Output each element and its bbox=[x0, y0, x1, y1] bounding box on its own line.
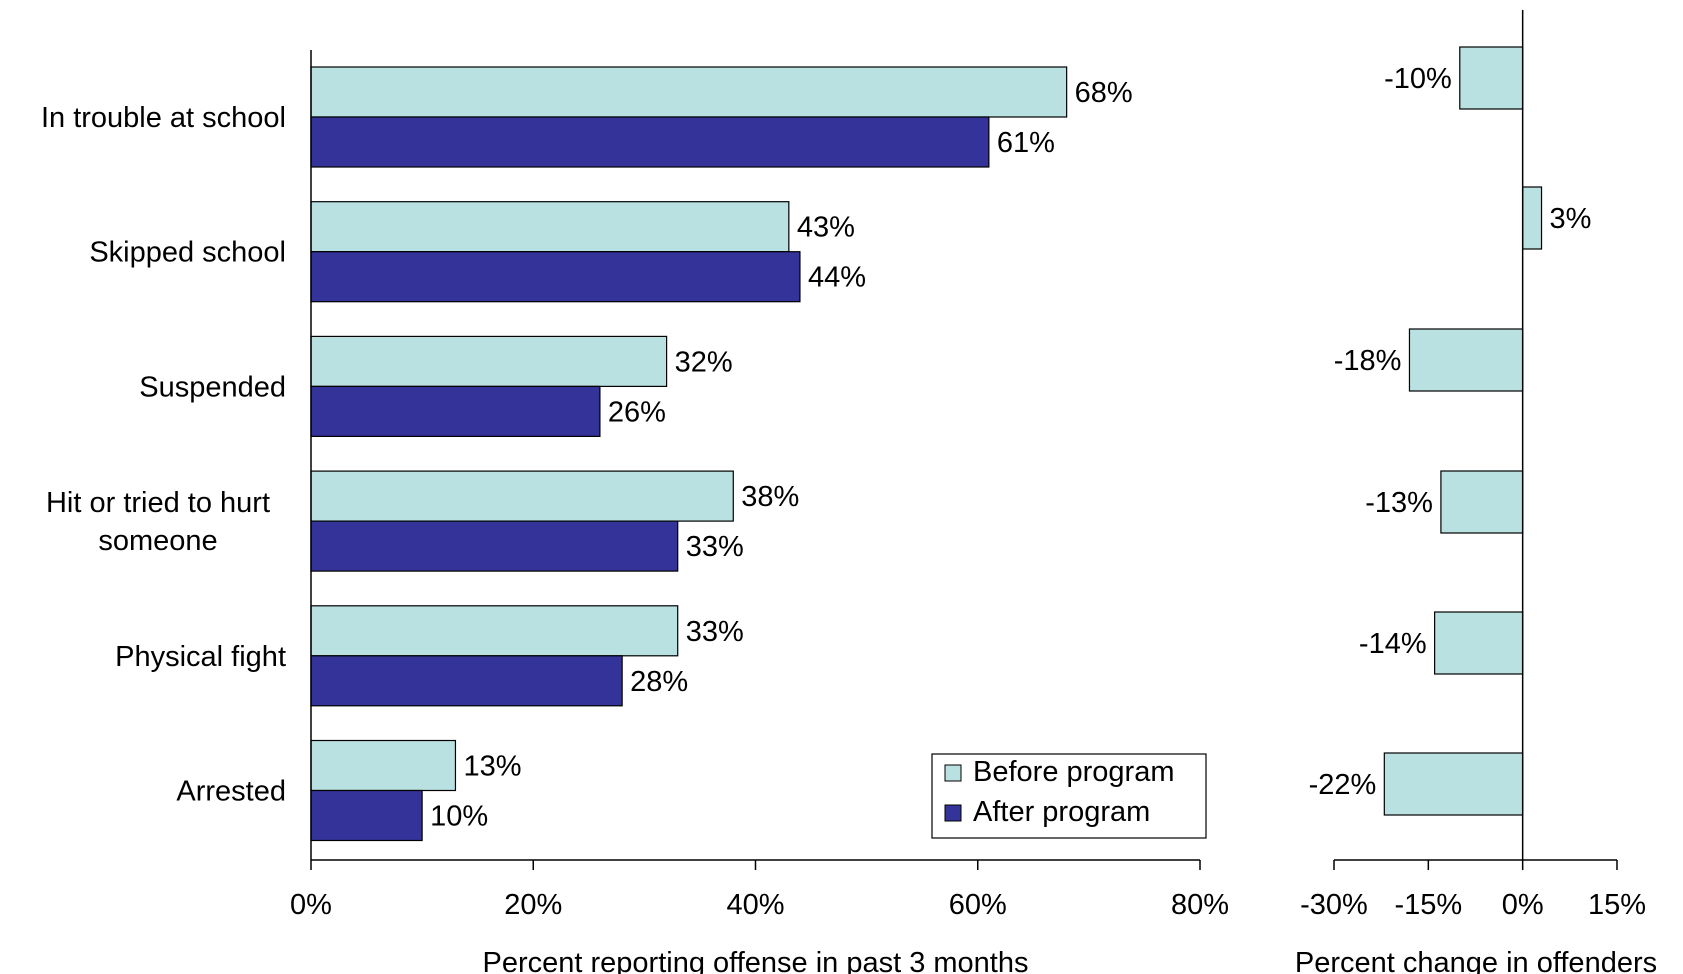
bar-value-label: 43% bbox=[797, 212, 855, 244]
bar-value-label: 10% bbox=[430, 801, 488, 833]
bar-value-label: 28% bbox=[630, 666, 688, 698]
bar-before bbox=[310, 335, 668, 387]
bar-after bbox=[310, 789, 423, 842]
bar-after bbox=[310, 385, 601, 437]
legend: Before program After program bbox=[931, 753, 1207, 839]
bar-value-label: 13% bbox=[463, 751, 521, 783]
change-x-axis-title: Percent change in offenders bbox=[1295, 947, 1657, 974]
change-bar bbox=[1459, 46, 1524, 110]
change-value-label: 3% bbox=[1550, 203, 1592, 235]
bar-before bbox=[310, 201, 790, 253]
legend-label: After program bbox=[973, 796, 1150, 828]
bar-value-label: 32% bbox=[675, 346, 733, 378]
bar-before bbox=[310, 605, 679, 657]
change-bar bbox=[1522, 186, 1543, 250]
category-label: Physical fight bbox=[115, 641, 286, 673]
category-label: Arrested bbox=[176, 776, 286, 808]
bar-before bbox=[310, 470, 734, 522]
legend-swatch bbox=[944, 804, 962, 822]
x-tick-label: 20% bbox=[504, 889, 562, 921]
x-tick-label: 80% bbox=[1171, 889, 1229, 921]
x-axis-title: Percent reporting offense in past 3 mont… bbox=[483, 947, 1029, 974]
change-x-tick-label: 15% bbox=[1588, 889, 1646, 921]
change-value-label: -13% bbox=[1365, 487, 1433, 519]
x-tick-label: 0% bbox=[290, 889, 332, 921]
change-x-tick-label: -30% bbox=[1300, 889, 1368, 921]
x-tick-label: 60% bbox=[949, 889, 1007, 921]
category-label: In trouble at school bbox=[41, 102, 286, 134]
change-bar bbox=[1434, 611, 1524, 675]
main-chart: 68% 43% 32% 38% 33% 13% 61% 44% 26% 33% 28% 10% In t… bbox=[41, 50, 1229, 974]
bar-after bbox=[310, 251, 801, 303]
bar-value-label: 61% bbox=[997, 127, 1055, 159]
bar-before bbox=[310, 66, 1068, 118]
category-label: Skipped school bbox=[89, 237, 286, 269]
bar-before bbox=[310, 739, 457, 792]
change-chart: -10% 3% -18% -13% -14% -22% -30% -15% 0% 15% Perce… bbox=[1295, 10, 1657, 974]
category-label: Hit or tried to hurt bbox=[46, 487, 270, 519]
bar-value-label: 38% bbox=[741, 481, 799, 513]
bar-value-label: 26% bbox=[608, 396, 666, 428]
change-x-tick-label: -15% bbox=[1394, 889, 1462, 921]
bar-after bbox=[310, 116, 990, 168]
change-bar bbox=[1383, 752, 1524, 816]
legend-swatch bbox=[944, 764, 962, 782]
x-tick-label: 40% bbox=[726, 889, 784, 921]
bar-after bbox=[310, 520, 679, 572]
change-bar bbox=[1408, 328, 1524, 392]
bar-value-label: 44% bbox=[808, 262, 866, 294]
change-bar bbox=[1440, 470, 1524, 534]
bar-value-label: 33% bbox=[686, 616, 744, 648]
change-value-label: -14% bbox=[1359, 628, 1427, 660]
bar-value-label: 33% bbox=[686, 531, 744, 563]
change-value-label: -10% bbox=[1384, 63, 1452, 95]
legend-label: Before program bbox=[973, 756, 1175, 788]
bar-after bbox=[310, 655, 623, 707]
change-value-label: -22% bbox=[1309, 769, 1377, 801]
legend-box bbox=[931, 753, 1207, 839]
category-label: someone bbox=[98, 525, 217, 557]
bar-value-label: 68% bbox=[1075, 77, 1133, 109]
change-value-label: -18% bbox=[1334, 345, 1402, 377]
change-x-tick-label: 0% bbox=[1502, 889, 1544, 921]
category-label: Suspended bbox=[139, 371, 286, 403]
